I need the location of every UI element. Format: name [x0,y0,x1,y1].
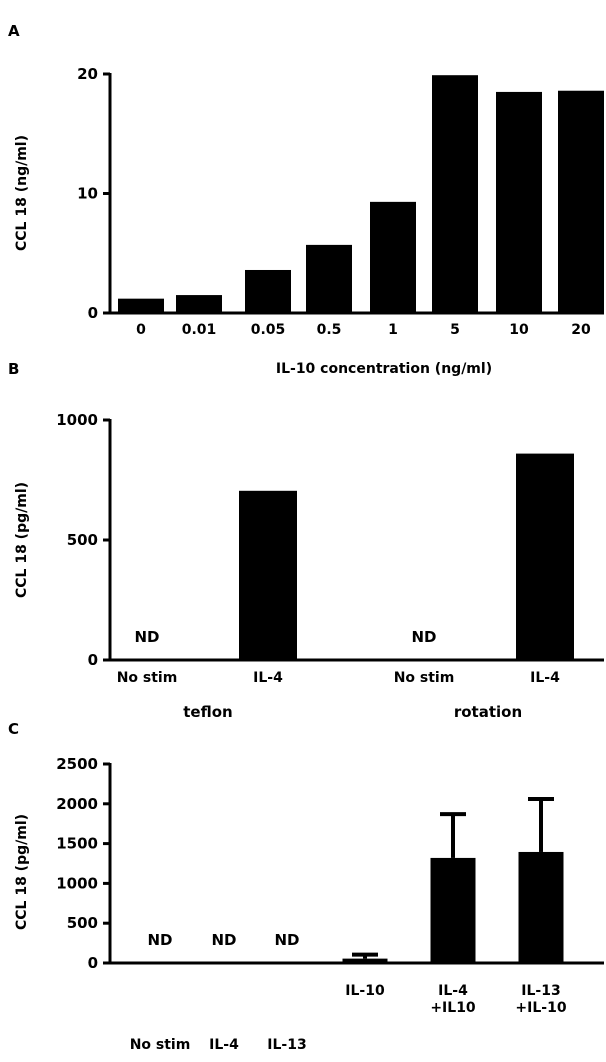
y-axis-label-b: CCL 18 (pg/ml) [14,482,30,598]
y-axis-label-a: CCL 18 (ng/ml) [14,135,30,251]
y-tick-label-c: 0 [88,954,98,972]
category-label-a: 0.01 [182,322,217,338]
y-tick-label-b: 1000 [56,411,98,429]
bar-a [558,90,604,313]
category-label-c: IL-13 +IL-10 [515,983,566,1016]
panel-label-c: C [8,720,19,738]
panel-a: A CCL 18 (ng/ml) IL-10 concentration (ng… [8,22,604,377]
nd-label-b: ND [134,628,159,646]
bar-b [239,490,297,660]
panel-c: C CCL 18 (pg/ml) 0 500 1000 1500 2000 2500 ND… [8,720,604,1053]
bar-c [430,857,476,963]
category-label-a: 0.5 [317,322,342,338]
category-label-line-c: IL-13 [521,983,560,999]
panel-b: B CCL 18 (pg/ml) 0 500 1000 ND ND No stim IL-… [8,360,604,721]
bar-a [370,201,416,313]
category-label-line-c: IL-4 [438,983,468,999]
y-tick-label-b: 500 [67,531,98,549]
bar-b [516,453,574,660]
nd-label-c: ND [274,931,299,949]
panel-label-b: B [8,360,19,378]
group-label-b: teflon [183,703,232,721]
category-label-b: IL-4 [530,670,560,686]
bars-c [342,797,564,963]
axes-c: 0 500 1000 1500 2000 2500 [56,755,604,972]
y-tick-label-a: 10 [77,185,98,203]
y-tick-label-a: 20 [77,65,98,83]
nd-label-c: ND [211,931,236,949]
bar-a [306,244,352,313]
y-axis-label-c: CCL 18 (pg/ml) [14,814,30,930]
category-label-a: 0 [136,322,146,338]
bar-a [432,75,478,313]
bar-a [496,91,542,313]
nd-label-c: ND [147,931,172,949]
x-axis-label-a: IL-10 concentration (ng/ml) [276,361,492,377]
category-label-line-c: IL-10 [345,983,385,999]
category-label-a: 5 [450,322,460,338]
category-label-c: IL-10 [345,983,385,999]
labels-b: ND ND No stim IL-4 No stim IL-4 teflon rotation [117,628,560,721]
category-label-a: 1 [388,322,398,338]
bars-a [118,75,604,313]
bar-a [118,298,164,313]
category-label-a: 0.05 [251,322,286,338]
group-label-b: rotation [454,703,522,721]
nd-label-b: ND [411,628,436,646]
y-tick-label-c: 2500 [56,755,98,773]
category-label-c: No stim [130,1037,191,1053]
y-tick-label-c: 1500 [56,835,98,853]
bar-a [245,269,291,313]
category-label-b: No stim [117,670,178,686]
category-label-c: IL-4 [209,1037,239,1053]
panel-label-a: A [8,22,20,40]
y-tick-label-c: 1000 [56,874,98,892]
category-label-a: 20 [571,322,591,338]
category-label-line-c: +IL-10 [515,1000,566,1016]
y-tick-label-b: 0 [88,651,98,669]
category-label-c: IL-13 [267,1037,306,1053]
category-label-a: 10 [509,322,529,338]
bar-a [176,295,222,313]
bar-c [342,958,388,963]
category-label-b: No stim [394,670,455,686]
labels-a: 0 0.01 0.05 0.5 1 5 10 20 [136,322,591,338]
y-tick-label-a: 0 [88,304,98,322]
y-tick-label-c: 2000 [56,795,98,813]
bar-c [518,851,564,963]
category-label-c: IL-4 +IL10 [430,983,476,1016]
category-label-line-c: +IL10 [430,1000,476,1016]
y-tick-label-c: 500 [67,914,98,932]
bars-b [239,453,574,660]
category-label-b: IL-4 [253,670,283,686]
axes-b: 0 500 1000 [56,411,604,669]
